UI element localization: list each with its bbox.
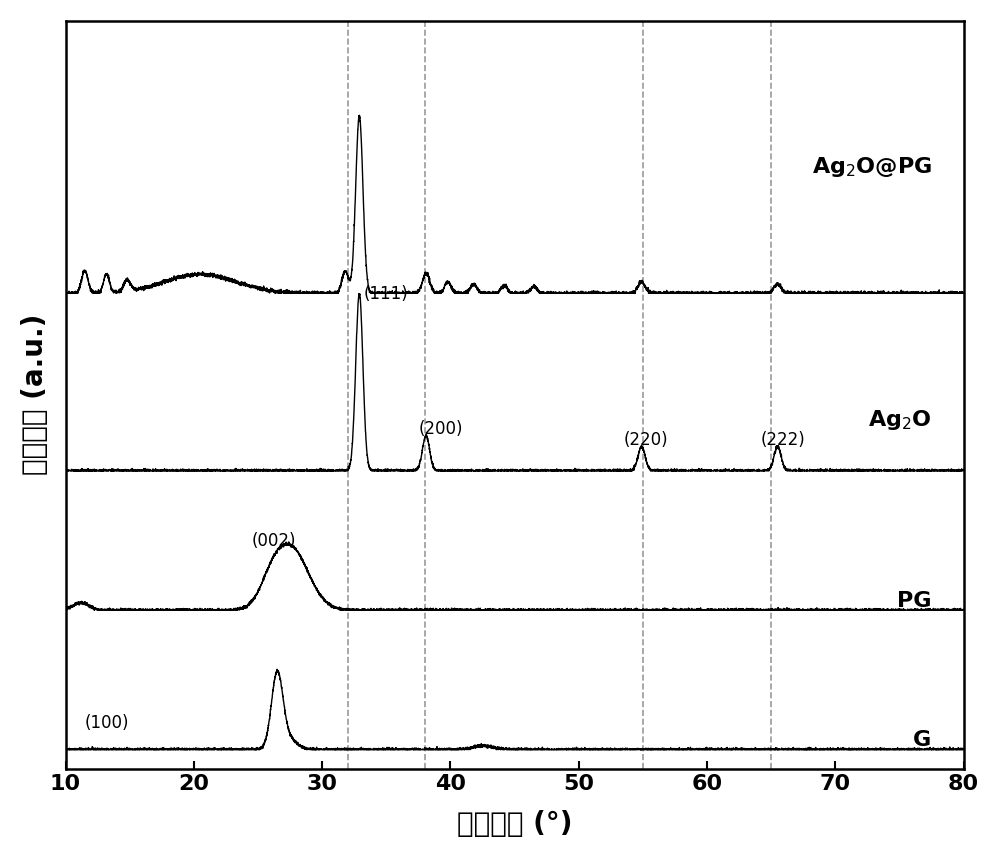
Text: (220): (220)	[624, 430, 668, 448]
Text: G: G	[913, 730, 932, 750]
Text: (111): (111)	[363, 285, 408, 303]
Text: (222): (222)	[761, 430, 806, 448]
Text: Ag$_2$O: Ag$_2$O	[868, 408, 932, 432]
Text: (100): (100)	[85, 714, 129, 732]
Text: (200): (200)	[418, 420, 463, 438]
Y-axis label: 衍射强度 (a.u.): 衍射强度 (a.u.)	[21, 314, 49, 475]
Text: Ag$_2$O@PG: Ag$_2$O@PG	[812, 155, 932, 179]
X-axis label: 衍射角度 (°): 衍射角度 (°)	[457, 810, 572, 838]
Text: (002): (002)	[252, 532, 296, 550]
Text: PG: PG	[897, 591, 932, 611]
